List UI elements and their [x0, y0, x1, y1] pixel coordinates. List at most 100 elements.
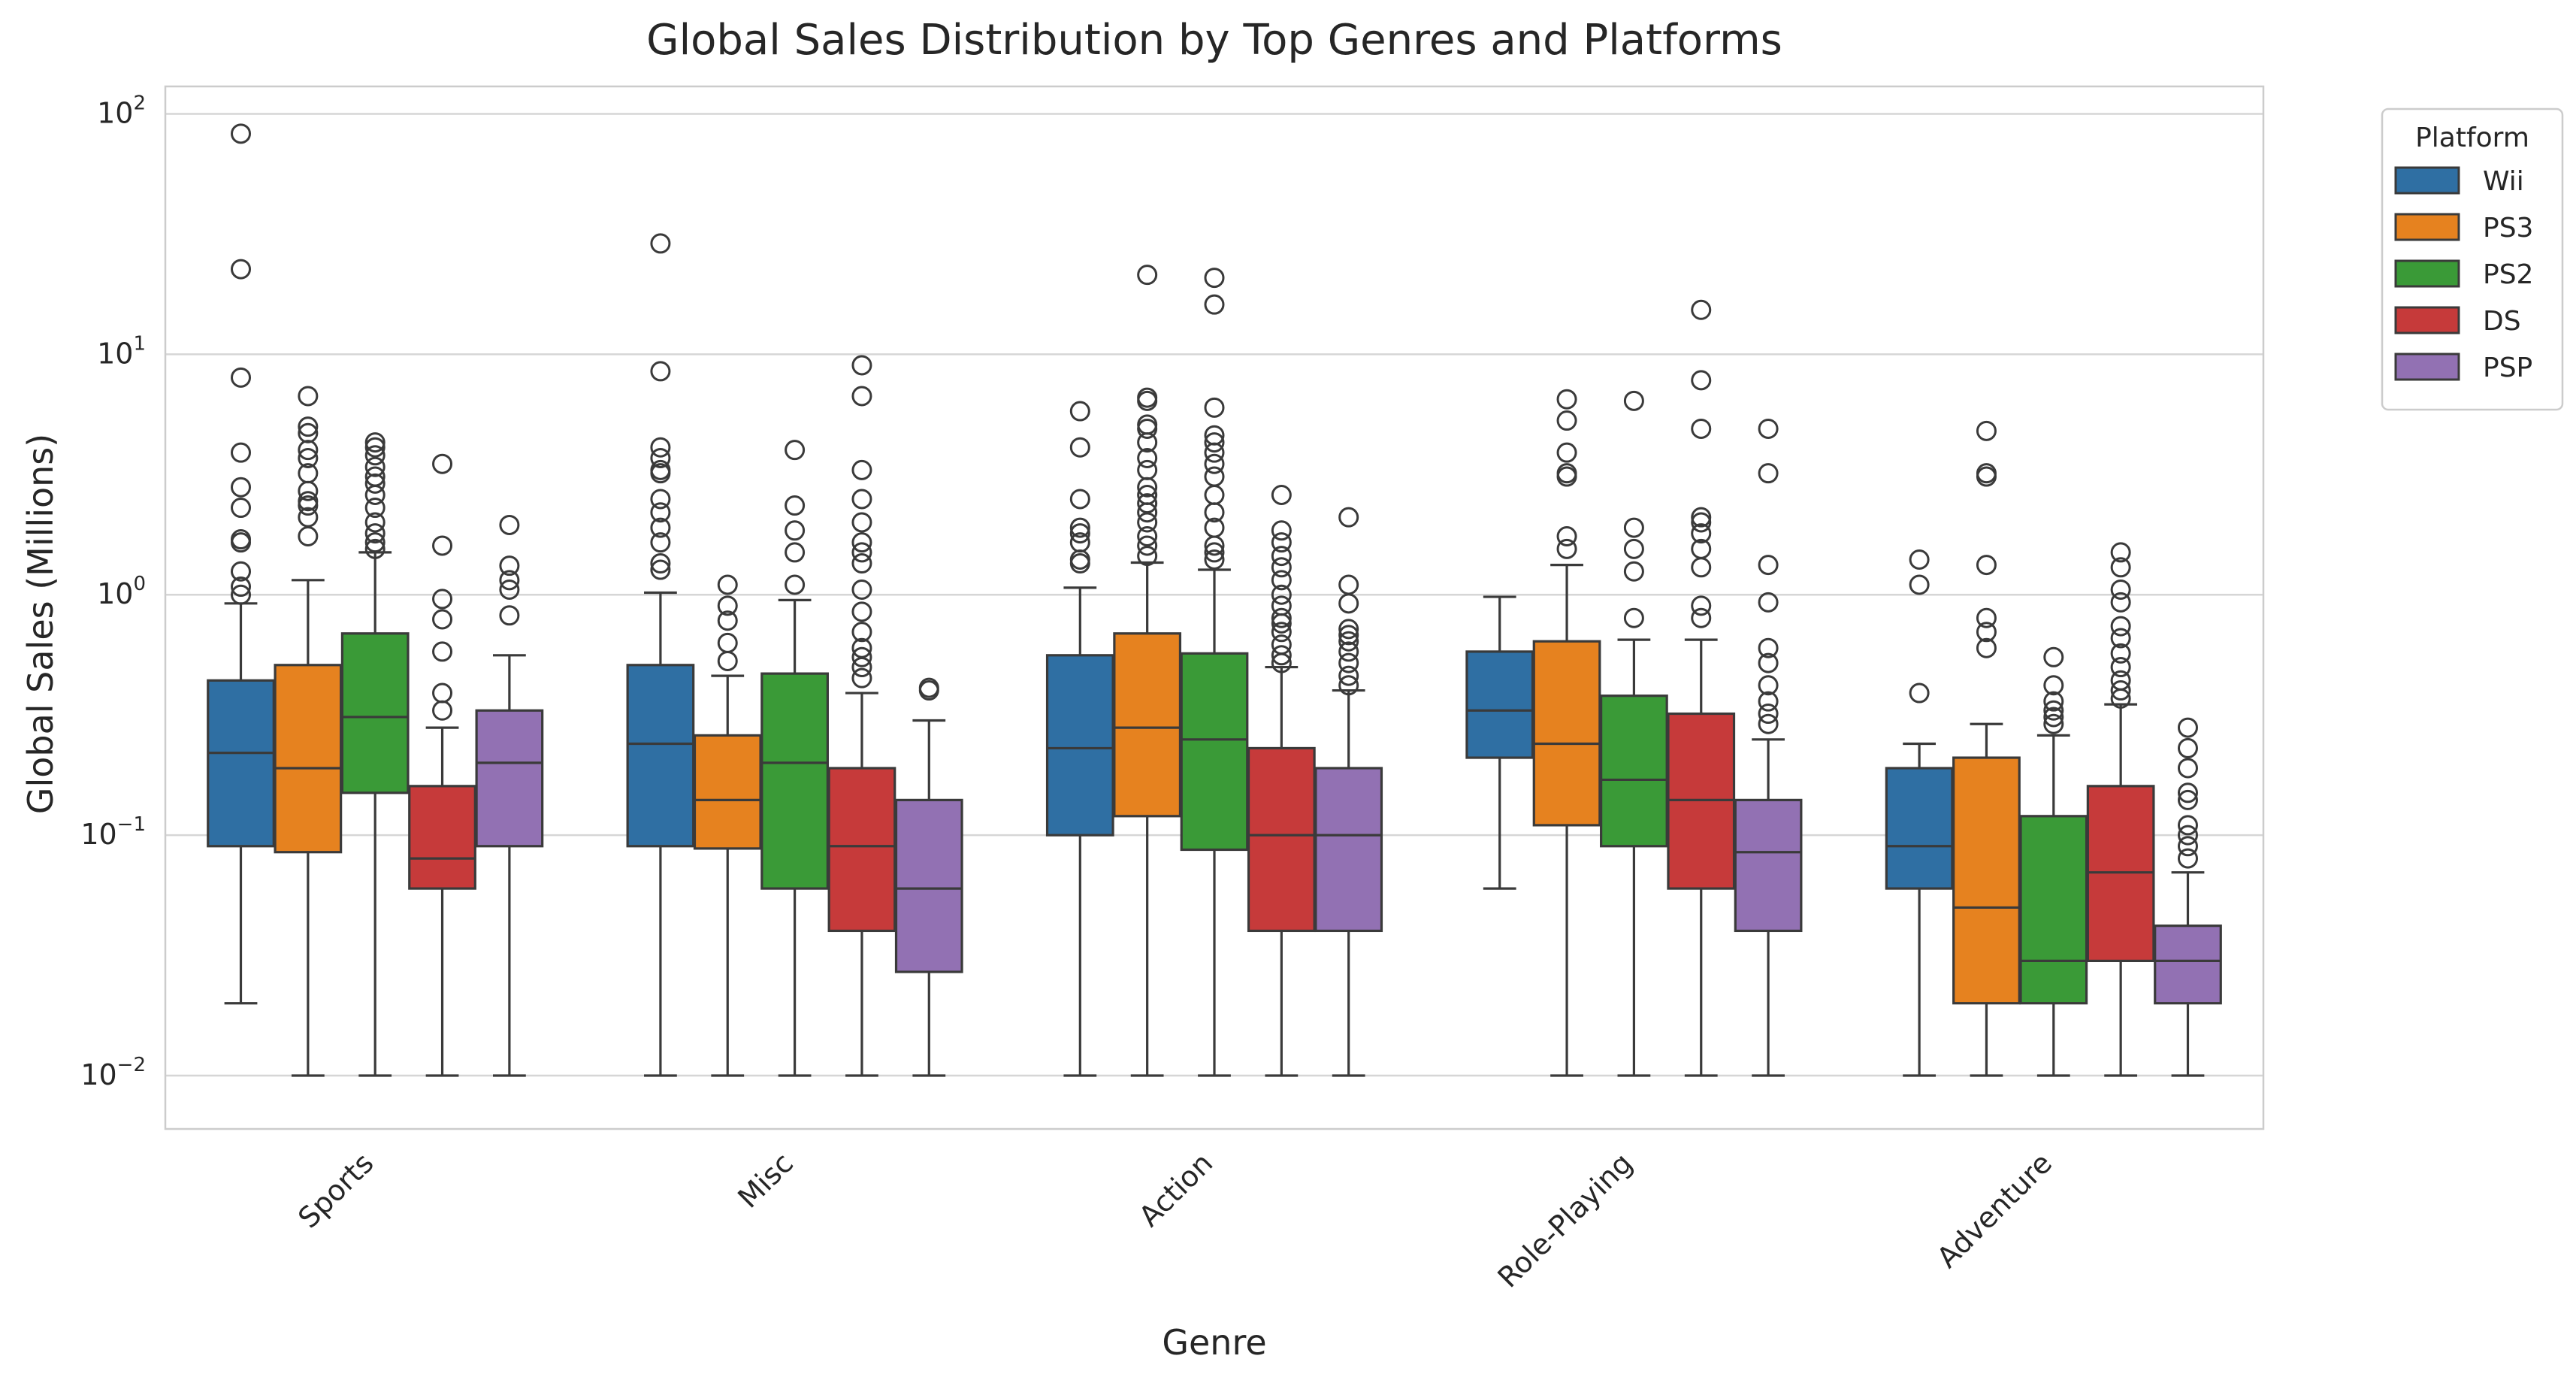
chart-title: Global Sales Distribution by Top Genres … — [646, 16, 1782, 65]
outlier-point — [364, 437, 385, 458]
outlier-point — [650, 559, 671, 580]
outlier-point — [1623, 517, 1644, 538]
iqr-box — [1045, 654, 1114, 837]
iqr-box — [1247, 746, 1316, 933]
outlier-point — [2110, 670, 2131, 691]
outlier-point — [364, 512, 385, 533]
box-sports-ds — [408, 453, 476, 1077]
outlier-point — [1271, 607, 1292, 628]
outlier-point — [1338, 593, 1359, 614]
outlier-point — [1137, 493, 1158, 514]
outlier-point — [364, 466, 385, 487]
outlier-point — [2110, 643, 2131, 664]
outlier-point — [1137, 265, 1158, 286]
outlier-point — [1204, 425, 1225, 446]
outlier-point — [2110, 680, 2131, 701]
x-axis-label: Genre — [1162, 1322, 1266, 1363]
outlier-point — [1137, 459, 1158, 480]
outlier-point — [1691, 507, 1712, 528]
iqr-box — [1952, 756, 2021, 1005]
outlier-point — [851, 542, 872, 563]
box-action-ds — [1247, 484, 1316, 1077]
outlier-point — [432, 609, 453, 630]
outlier-point — [1204, 484, 1225, 505]
outlier-point — [1204, 542, 1225, 563]
outlier-point — [1758, 592, 1779, 613]
outlier-point — [231, 259, 252, 280]
box-sports-wii — [207, 123, 275, 1005]
outlier-point — [851, 637, 872, 658]
outlier-point — [2177, 789, 2198, 810]
outlier-point — [432, 682, 453, 704]
outlier-point — [1556, 463, 1577, 484]
box-adventure-wii — [1885, 549, 1954, 1077]
outlier-point — [1069, 523, 1090, 544]
outlier-point — [1691, 557, 1712, 578]
legend-swatch — [2394, 353, 2460, 381]
outlier-point — [298, 416, 319, 437]
outlier-point — [851, 512, 872, 533]
outlier-point — [1758, 652, 1779, 673]
outlier-point — [1137, 535, 1158, 556]
outlier-point — [650, 553, 671, 574]
outlier-point — [1137, 418, 1158, 439]
outlier-point — [2043, 691, 2064, 712]
iqr-box — [340, 632, 410, 794]
outlier-point — [1338, 652, 1359, 673]
outlier-point — [851, 386, 872, 407]
legend-swatch — [2394, 306, 2460, 334]
outlier-point — [851, 667, 872, 688]
outlier-point — [2110, 657, 2131, 678]
outlier-point — [1069, 517, 1090, 538]
outlier-point — [1271, 634, 1292, 655]
outlier-point — [650, 489, 671, 510]
outlier-point — [2043, 713, 2064, 734]
outlier-point — [364, 498, 385, 519]
outlier-point — [298, 386, 319, 407]
iqr-box — [827, 767, 896, 933]
outlier-point — [1204, 466, 1225, 487]
box-action-wii — [1045, 401, 1114, 1077]
outlier-point — [1691, 538, 1712, 559]
outlier-point — [650, 532, 671, 553]
outlier-point — [1271, 484, 1292, 505]
iqr-box — [760, 672, 829, 890]
outlier-point — [231, 442, 252, 463]
outlier-point — [364, 445, 385, 466]
outlier-point — [364, 473, 385, 494]
outlier-point — [298, 507, 319, 528]
outlier-point — [432, 700, 453, 721]
box-role-playing-ps3 — [1532, 389, 1601, 1077]
outlier-point — [1338, 619, 1359, 640]
iqr-box — [1600, 695, 1668, 848]
outlier-point — [1069, 401, 1090, 422]
outlier-point — [1691, 512, 1712, 533]
outlier-point — [851, 553, 872, 574]
outlier-point — [650, 361, 671, 382]
box-action-ps3 — [1113, 265, 1182, 1077]
outlier-point — [1758, 691, 1779, 712]
outlier-point — [1137, 447, 1158, 468]
outlier-point — [1271, 557, 1292, 578]
iqr-box — [207, 679, 275, 848]
outlier-point — [1976, 420, 1997, 441]
iqr-box — [693, 734, 762, 850]
outlier-point — [231, 529, 252, 550]
outlier-point — [1204, 397, 1225, 418]
outlier-point — [499, 514, 520, 535]
outlier-point — [1691, 607, 1712, 628]
outlier-point — [1069, 437, 1090, 458]
iqr-box — [1180, 652, 1249, 852]
iqr-box — [2154, 925, 2222, 1005]
outlier-point — [1069, 489, 1090, 510]
outlier-point — [364, 432, 385, 453]
plot-frame — [164, 85, 2265, 1130]
outlier-point — [231, 584, 252, 605]
outlier-point — [1758, 463, 1779, 484]
box-action-psp — [1314, 507, 1383, 1077]
outlier-point — [1623, 390, 1644, 411]
outlier-point — [298, 491, 319, 512]
outlier-point — [1137, 414, 1158, 435]
outlier-point — [1556, 525, 1577, 546]
